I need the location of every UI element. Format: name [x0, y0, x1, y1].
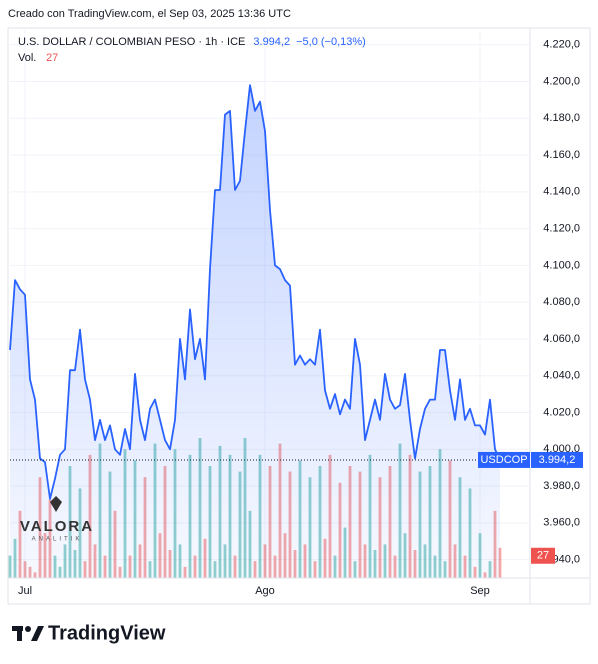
symbol-tag-label: USDCOP — [480, 454, 527, 466]
x-tick-label: Jul — [18, 585, 32, 597]
last-price: 3.994,2 — [253, 36, 290, 48]
footer-brand: TradingView — [48, 622, 166, 644]
y-tick-label: 4.100,0 — [543, 259, 580, 271]
volume-label: Vol. — [18, 52, 36, 64]
watermark-icon — [50, 496, 62, 512]
price-tag — [531, 451, 583, 468]
chart-frame — [7, 27, 591, 605]
y-tick-label: 4.020,0 — [543, 406, 580, 418]
volume-tag-label: 27 — [537, 550, 549, 562]
symbol-tag — [478, 451, 530, 468]
y-tick-label: 4.060,0 — [543, 333, 580, 345]
y-tick-label: 4.120,0 — [543, 223, 580, 235]
volume-last: 27 — [46, 52, 58, 64]
y-tick-label: 3.980,0 — [543, 480, 580, 492]
volume-tag — [531, 547, 555, 564]
y-tick-label: 4.220,0 — [543, 39, 580, 51]
watermark-subtitle: ANALITIK — [32, 537, 83, 543]
price-line — [9, 84, 501, 500]
y-tick-label: 3.960,0 — [543, 517, 580, 529]
y-tick-label: 4.040,0 — [543, 370, 580, 382]
y-tick-label: 4.180,0 — [543, 112, 580, 124]
chart-title: U.S. DOLLAR / COLOMBIAN PESO · 1h · ICE — [18, 36, 245, 48]
y-tick-label: 4.200,0 — [543, 75, 580, 87]
y-tick-label: 4.080,0 — [543, 296, 580, 308]
price-change: −5,0 (−0,13%) — [296, 36, 366, 48]
x-tick-label: Ago — [255, 585, 275, 597]
y-tick-label: 4.140,0 — [543, 186, 580, 198]
x-tick-label: Sep — [470, 585, 490, 597]
y-tick-label: 4.160,0 — [543, 149, 580, 161]
watermark-title: VALORA — [20, 518, 94, 535]
tradingview-logo — [12, 626, 44, 641]
price-area — [10, 85, 500, 578]
created-note: Creado con TradingView.com, el Sep 03, 2… — [8, 8, 291, 20]
price-tag-label: 3.994,2 — [539, 454, 576, 466]
